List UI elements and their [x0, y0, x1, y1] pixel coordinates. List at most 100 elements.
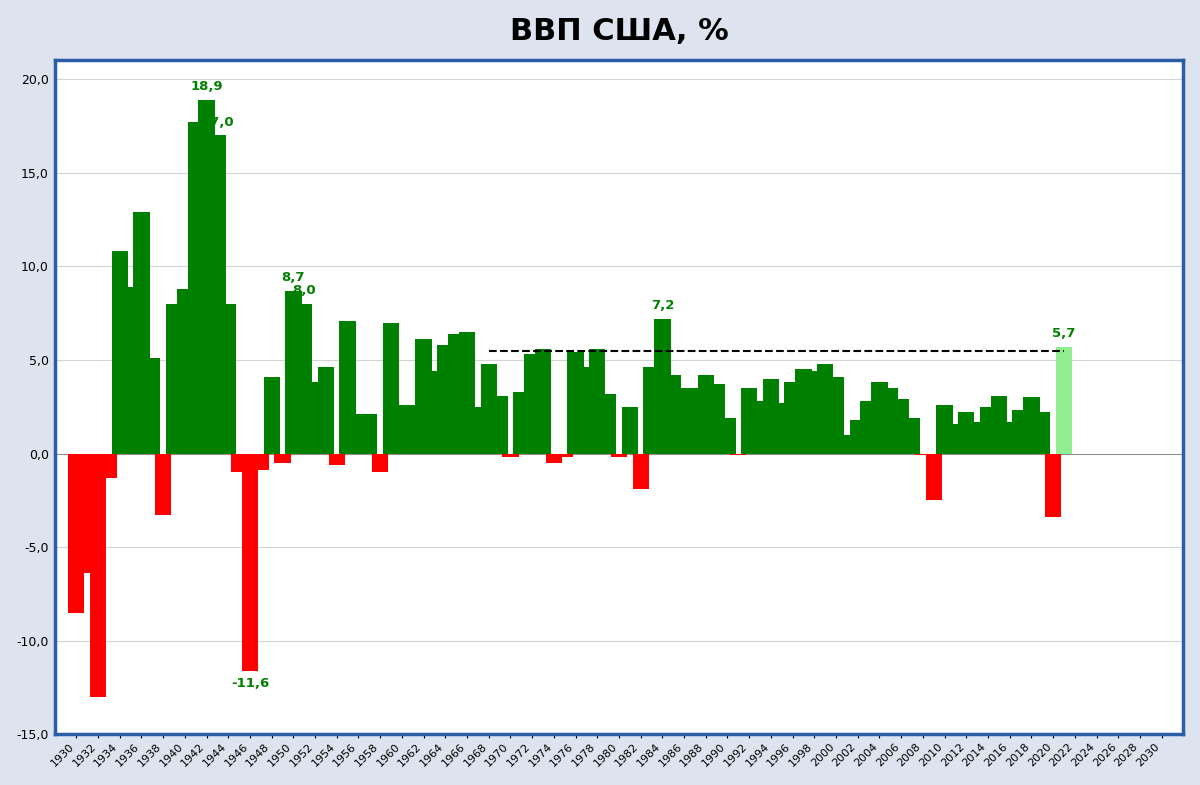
- Bar: [676, 388, 692, 454]
- Bar: [947, 424, 964, 454]
- Bar: [209, 135, 226, 454]
- Bar: [372, 454, 389, 473]
- Bar: [133, 212, 150, 454]
- Text: 17,0: 17,0: [202, 116, 234, 129]
- Bar: [230, 454, 247, 473]
- Bar: [426, 371, 443, 454]
- Bar: [492, 396, 508, 454]
- Text: 8,0: 8,0: [293, 284, 316, 298]
- Bar: [914, 454, 931, 455]
- Bar: [1002, 422, 1018, 454]
- Bar: [925, 454, 942, 500]
- Bar: [719, 418, 736, 454]
- Bar: [101, 454, 118, 478]
- Bar: [600, 393, 617, 454]
- Bar: [1056, 347, 1072, 454]
- Bar: [763, 378, 779, 454]
- Bar: [839, 435, 856, 454]
- Bar: [936, 405, 953, 454]
- Bar: [796, 369, 811, 454]
- Bar: [654, 319, 671, 454]
- Bar: [469, 407, 486, 454]
- Bar: [643, 367, 660, 454]
- Bar: [632, 454, 649, 489]
- Bar: [90, 454, 106, 697]
- Bar: [286, 290, 301, 454]
- Bar: [503, 454, 518, 458]
- Bar: [383, 323, 400, 454]
- Bar: [806, 371, 822, 454]
- Bar: [275, 454, 290, 463]
- Bar: [307, 382, 323, 454]
- Bar: [79, 454, 95, 573]
- Bar: [394, 405, 410, 454]
- Text: 18,9: 18,9: [191, 80, 223, 93]
- Bar: [176, 289, 193, 454]
- Bar: [686, 388, 703, 454]
- Bar: [622, 407, 638, 454]
- Bar: [448, 334, 464, 454]
- Bar: [458, 332, 475, 454]
- Bar: [871, 382, 888, 454]
- Bar: [980, 407, 996, 454]
- Bar: [220, 304, 236, 454]
- Bar: [480, 363, 497, 454]
- Bar: [1024, 397, 1039, 454]
- Bar: [122, 287, 139, 454]
- Bar: [155, 454, 172, 515]
- Bar: [611, 454, 628, 458]
- Bar: [68, 454, 84, 612]
- Bar: [264, 377, 280, 454]
- Bar: [1034, 412, 1050, 454]
- Text: 7,2: 7,2: [650, 299, 674, 312]
- Bar: [968, 422, 985, 454]
- Bar: [697, 375, 714, 454]
- Bar: [437, 345, 454, 454]
- Bar: [568, 352, 583, 454]
- Bar: [350, 414, 367, 454]
- Bar: [731, 454, 746, 455]
- Bar: [1013, 411, 1028, 454]
- Bar: [535, 349, 551, 454]
- Bar: [785, 382, 800, 454]
- Bar: [557, 454, 572, 458]
- Bar: [893, 400, 910, 454]
- Bar: [242, 454, 258, 670]
- Text: 5,7: 5,7: [1052, 327, 1075, 340]
- Bar: [904, 418, 920, 454]
- Bar: [296, 304, 312, 454]
- Bar: [415, 339, 432, 454]
- Bar: [318, 367, 334, 454]
- Bar: [112, 251, 128, 454]
- Bar: [340, 320, 355, 454]
- Bar: [253, 454, 269, 470]
- Bar: [187, 122, 204, 454]
- Bar: [144, 358, 161, 454]
- Bar: [860, 401, 877, 454]
- Bar: [958, 412, 974, 454]
- Bar: [774, 403, 790, 454]
- Bar: [361, 414, 378, 454]
- Bar: [742, 388, 757, 454]
- Bar: [752, 401, 768, 454]
- Bar: [198, 100, 215, 454]
- Bar: [850, 420, 866, 454]
- Bar: [828, 377, 844, 454]
- Bar: [578, 367, 594, 454]
- Text: 8,7: 8,7: [282, 271, 305, 284]
- Bar: [589, 349, 605, 454]
- Title: ВВП США, %: ВВП США, %: [510, 16, 728, 46]
- Bar: [524, 354, 540, 454]
- Bar: [708, 385, 725, 454]
- Bar: [817, 363, 833, 454]
- Bar: [882, 388, 899, 454]
- Bar: [166, 304, 182, 454]
- Bar: [665, 375, 682, 454]
- Bar: [546, 454, 562, 463]
- Bar: [514, 392, 529, 454]
- Text: -11,6: -11,6: [230, 677, 269, 690]
- Bar: [1045, 454, 1061, 517]
- Bar: [991, 396, 1007, 454]
- Bar: [329, 454, 344, 465]
- Bar: [404, 405, 421, 454]
